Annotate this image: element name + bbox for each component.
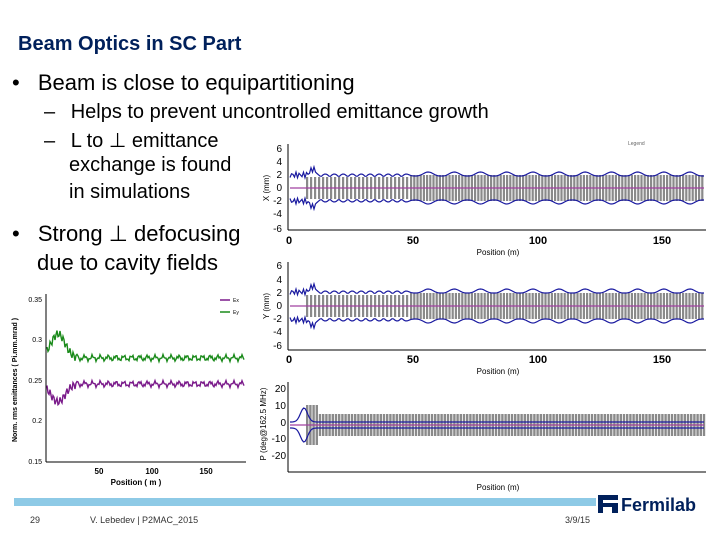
upper-envelope <box>289 164 704 181</box>
y-tick: 0 <box>276 301 282 312</box>
logo-text: Fermilab <box>621 495 696 515</box>
bullet-2: • Strong ⊥ defocusing <box>12 221 240 247</box>
y-tick: -4 <box>273 209 282 220</box>
y-tick: 10 <box>275 401 287 412</box>
y-tick: 2 <box>276 288 282 299</box>
y-tick: -4 <box>273 327 282 338</box>
x-axis-label: Position (m) <box>477 483 520 492</box>
y-axis-label: X (mm) <box>262 175 271 202</box>
y-tick: 4 <box>276 157 282 168</box>
upper-envelope <box>289 281 704 298</box>
sub-bullet-2-line1: L to ⊥ emittance <box>70 130 219 152</box>
ey-trace <box>46 330 245 364</box>
phase-envelope <box>290 407 704 423</box>
y-tick: -20 <box>272 451 287 462</box>
y-tick: 0.3 <box>32 337 42 344</box>
y-tick: 0 <box>280 418 286 429</box>
y-envelope-plot: 6 4 2 0 -2 -4 -6 0 50 100 150 Position (… <box>262 261 706 376</box>
x-tick: 50 <box>407 235 419 247</box>
footer-author: V. Lebedev | P2MAC_2015 <box>90 515 199 525</box>
y-tick: -6 <box>273 341 282 352</box>
emittance-traces <box>46 330 245 407</box>
legend-ey: Ey <box>233 310 239 316</box>
x-tick: 0 <box>286 235 292 247</box>
fermilab-mark-icon <box>598 495 618 513</box>
x-tick: 50 <box>407 354 419 366</box>
y-tick: 4 <box>276 275 282 286</box>
bullet-2-line1: Strong ⊥ defocusing <box>37 221 241 246</box>
x-axis-label: Position (m) <box>477 248 520 257</box>
y-tick: -10 <box>272 434 287 445</box>
y-tick: -2 <box>273 314 282 325</box>
x-traces <box>289 164 704 212</box>
bullet-1: • Beam is close to equipartitioning <box>12 70 355 96</box>
page-number: 29 <box>30 515 41 525</box>
x-tick: 100 <box>529 354 547 366</box>
phase-traces <box>290 405 706 445</box>
sub-bullet-2-line2: exchange is found <box>69 154 232 176</box>
y-axis-label: Y (mm) <box>262 293 271 319</box>
y-tick: 6 <box>276 144 282 155</box>
y-tick: 0 <box>276 183 282 194</box>
y-tick: 6 <box>276 261 282 272</box>
bullet-1-text: Beam is close to equipartitioning <box>37 70 355 95</box>
lower-envelope <box>289 314 704 331</box>
slide-title: Beam Optics in SC Part <box>18 33 242 55</box>
x-tick: 50 <box>95 467 104 476</box>
y-tick: 2 <box>276 170 282 181</box>
x-tick: 150 <box>653 354 671 366</box>
y-tick: 0.15 <box>28 459 42 466</box>
legend-ex: Ex <box>233 298 239 304</box>
sub-bullet-2-line3: in simulations <box>69 181 191 203</box>
y-tick: 0.25 <box>28 378 42 385</box>
sub-bullet-marker: – <box>44 101 56 123</box>
fermilab-logo: Fermilab <box>598 495 696 515</box>
phase-envelope <box>290 427 704 443</box>
lower-envelope <box>289 195 704 212</box>
y-axis-label: Norm. rms emittances ( Pi.mm.mrad ) <box>12 318 19 442</box>
legend-text: Legend <box>628 141 645 147</box>
x-axis-label: Position ( m ) <box>111 478 162 487</box>
x-tick: 100 <box>529 235 547 247</box>
ex-trace <box>46 378 245 407</box>
bullet-2-line2: due to cavity fields <box>37 250 218 275</box>
x-envelope-plot: Legend 6 4 2 0 -2 -4 -6 0 50 100 150 Pos… <box>262 141 706 257</box>
y-axis-label: P (deg@162.5 MHz) <box>259 387 268 460</box>
bullet-marker: • <box>12 221 20 246</box>
y-tick: -6 <box>273 224 282 235</box>
sub-bullet-marker: – <box>44 130 56 152</box>
x-tick: 150 <box>199 467 213 476</box>
sub-bullet-2: – L to ⊥ emittance <box>44 128 219 153</box>
x-tick: 0 <box>286 354 292 366</box>
y-tick: 0.35 <box>28 297 42 304</box>
phase-plot: 20 10 0 -10 -20 Position (m) P (deg@162.… <box>259 382 706 492</box>
x-axis-label: Position (m) <box>477 367 520 376</box>
footer-bar <box>14 498 596 506</box>
footer-date: 3/9/15 <box>565 515 591 525</box>
sub-bullet-1: – Helps to prevent uncontrolled emittanc… <box>44 101 489 124</box>
x-tick: 100 <box>145 467 159 476</box>
x-tick: 150 <box>653 235 671 247</box>
y-traces <box>289 281 704 331</box>
y-tick: 20 <box>275 384 287 395</box>
y-tick: -2 <box>273 196 282 207</box>
bullet-marker: • <box>12 70 20 95</box>
y-tick: 0.2 <box>32 418 42 425</box>
emittance-plot: 0.35 0.3 0.25 0.2 0.15 50 100 150 Positi… <box>12 294 246 487</box>
sub-bullet-1-text: Helps to prevent uncontrolled emittance … <box>70 101 489 123</box>
